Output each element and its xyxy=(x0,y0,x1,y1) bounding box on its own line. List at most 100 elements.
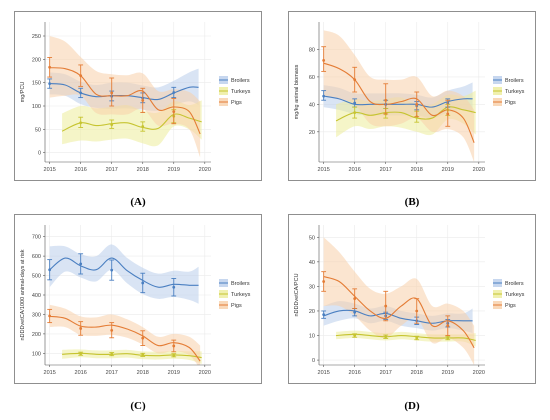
x-tick-label: 2015 xyxy=(44,167,56,173)
data-point-turkeys xyxy=(383,334,389,339)
data-point-turkeys xyxy=(140,121,146,132)
y-tick-label: 100 xyxy=(32,351,41,357)
series-line-pigs xyxy=(49,315,201,362)
data-point-pigs xyxy=(414,298,420,324)
data-point-pigs xyxy=(140,330,146,347)
band-turkeys xyxy=(62,349,202,364)
x-tick-label: 2016 xyxy=(75,370,87,376)
data-point-pigs xyxy=(47,308,53,324)
data-point-turkeys xyxy=(352,106,358,119)
legend: Broilers Turkeys Pigs xyxy=(219,76,251,106)
panel-a-chart: 0 50 100 150 200 250 2015 2016 2017 2018 2019 2020 m… xyxy=(20,22,251,173)
x-tick-label: 2020 xyxy=(199,167,211,173)
y-tick-label: 700 xyxy=(32,235,41,241)
series-line-pigs xyxy=(49,67,201,135)
legend-label-broilers: Broilers xyxy=(231,78,250,84)
panel-a-caption: (A) xyxy=(130,196,146,208)
x-tick-label: 2018 xyxy=(411,370,423,376)
legend-label-pigs: Pigs xyxy=(231,100,242,106)
legend-label-turkeys: Turkeys xyxy=(505,89,525,95)
y-tick-label: 50 xyxy=(309,235,315,241)
x-tick-label: 2017 xyxy=(106,167,118,173)
y-axis-label: nDDDvetCA/PCU xyxy=(294,273,300,316)
band-broilers xyxy=(49,244,199,304)
data-point-broilers xyxy=(171,278,177,297)
y-tick-label: 10 xyxy=(309,334,315,340)
y-axis-label: mg/kg animal biomass xyxy=(294,64,300,119)
data-point-pigs xyxy=(78,64,84,87)
series-line-pigs xyxy=(323,62,475,144)
series-line-turkeys xyxy=(335,106,476,122)
y-tick-label: 80 xyxy=(309,47,315,53)
data-point-pigs xyxy=(47,57,53,78)
data-point-broilers xyxy=(47,259,53,281)
data-point-pigs xyxy=(109,322,115,339)
plot-area xyxy=(47,244,202,365)
data-point-pigs xyxy=(445,315,451,336)
series-line-turkeys xyxy=(61,113,202,132)
data-point-pigs xyxy=(414,91,420,118)
panel-b-chart: 20 40 60 80 2015 2016 2017 2018 2019 2020 mg/kg an… xyxy=(294,22,525,173)
series-line-pigs xyxy=(323,276,475,349)
legend-label-pigs: Pigs xyxy=(505,100,516,106)
data-point-broilers xyxy=(171,86,177,99)
series-line-turkeys xyxy=(62,352,202,359)
band-pigs xyxy=(323,237,475,365)
data-point-pigs xyxy=(352,288,358,309)
y-tick-label: 600 xyxy=(32,254,41,260)
data-point-pigs xyxy=(140,87,146,113)
y-axis-label: nDDDvetCA/1000 animal-days at risk xyxy=(20,249,26,340)
legend: Broilers Turkeys Pigs xyxy=(493,279,525,309)
x-tick-label: 2017 xyxy=(380,370,392,376)
y-tick-label: 250 xyxy=(32,34,41,40)
y-tick-label: 0 xyxy=(38,151,41,157)
x-tick-label: 2019 xyxy=(168,167,180,173)
data-point-pigs xyxy=(109,77,115,107)
band-pigs xyxy=(49,36,201,158)
panel-c-frame: 100 200 300 400 500 600 700 2015 2016 2017 2018 201… xyxy=(14,214,262,384)
data-point-broilers xyxy=(78,253,84,275)
data-point-turkeys xyxy=(78,116,84,128)
y-tick-label: 20 xyxy=(309,309,315,315)
y-tick-label: 40 xyxy=(309,102,315,108)
data-point-broilers xyxy=(140,272,146,294)
y-tick-label: 40 xyxy=(309,260,315,266)
data-point-pigs xyxy=(321,271,327,292)
y-tick-label: 0 xyxy=(312,358,315,364)
data-point-broilers xyxy=(78,87,84,99)
data-point-turkeys xyxy=(78,351,84,356)
data-point-pigs xyxy=(171,98,177,125)
x-tick-label: 2016 xyxy=(349,370,361,376)
legend-label-pigs: Pigs xyxy=(505,303,516,309)
legend-label-turkeys: Turkeys xyxy=(231,292,251,298)
y-tick-label: 50 xyxy=(35,127,41,133)
data-point-pigs xyxy=(383,290,389,322)
y-tick-label: 150 xyxy=(32,81,41,87)
legend: Broilers Turkeys Pigs xyxy=(219,279,251,309)
x-tick-label: 2018 xyxy=(137,370,149,376)
series-line-broilers xyxy=(323,309,473,324)
x-tick-label: 2016 xyxy=(75,167,87,173)
y-tick-label: 60 xyxy=(309,75,315,81)
legend-label-pigs: Pigs xyxy=(231,303,242,309)
panel-d-frame: 0 10 20 30 40 50 2015 2016 2017 2018 2019 2020 nDDDv… xyxy=(288,214,536,384)
data-point-pigs xyxy=(321,46,327,72)
x-tick-label: 2020 xyxy=(473,370,485,376)
panel-c-chart: 100 200 300 400 500 600 700 2015 2016 2017 2018 201… xyxy=(20,225,251,376)
x-tick-label: 2016 xyxy=(349,167,361,173)
band-pigs xyxy=(323,30,475,162)
data-point-pigs xyxy=(383,83,389,115)
y-tick-label: 300 xyxy=(32,312,41,318)
x-tick-label: 2018 xyxy=(137,167,149,173)
x-tick-label: 2017 xyxy=(380,167,392,173)
plot-area xyxy=(321,237,476,365)
data-point-pigs xyxy=(352,66,358,93)
y-tick-label: 200 xyxy=(32,332,41,338)
y-tick-label: 200 xyxy=(32,57,41,63)
data-point-broilers xyxy=(109,259,115,281)
legend-label-turkeys: Turkeys xyxy=(231,89,251,95)
data-point-broilers xyxy=(321,310,327,319)
x-tick-label: 2015 xyxy=(318,167,330,173)
data-point-pigs xyxy=(78,321,84,336)
x-tick-label: 2019 xyxy=(442,167,454,173)
